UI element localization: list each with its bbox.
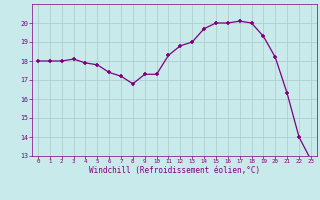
X-axis label: Windchill (Refroidissement éolien,°C): Windchill (Refroidissement éolien,°C) [89, 166, 260, 175]
